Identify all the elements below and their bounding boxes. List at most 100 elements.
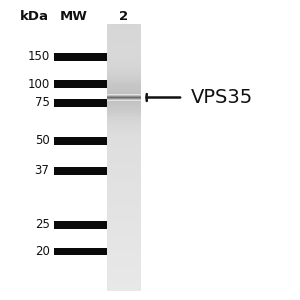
Bar [106,218,141,220]
Bar [106,62,141,64]
Bar [106,80,141,82]
Bar [106,133,141,135]
Bar [106,262,141,264]
Bar [106,60,141,62]
Bar [54,167,106,175]
Bar [106,49,141,51]
Bar [54,80,106,88]
Text: 20: 20 [34,245,50,258]
Bar [106,106,141,109]
Bar [106,93,141,95]
Bar [106,191,141,193]
Bar [106,109,141,111]
Bar [106,264,141,266]
Bar [106,146,141,148]
Text: 2: 2 [119,10,128,22]
Text: 150: 150 [27,50,50,64]
Bar [106,178,141,180]
Bar [106,28,141,31]
Bar [106,144,141,146]
Bar [106,57,141,60]
Text: VPS35: VPS35 [190,88,253,107]
Bar [106,258,141,260]
Bar [106,240,141,242]
Bar [54,53,106,61]
Bar [106,251,141,253]
Bar [106,160,141,162]
Bar [106,286,141,289]
Bar [106,200,141,202]
Bar [106,164,141,167]
Bar [106,126,141,129]
Bar [106,129,141,131]
Bar [106,86,141,88]
Bar [106,213,141,215]
Bar [106,229,141,231]
Bar [106,280,141,282]
Bar [106,142,141,144]
Bar [106,233,141,236]
Bar [106,151,141,153]
Bar [106,284,141,286]
Bar [106,100,141,102]
Bar [106,26,141,28]
Bar [106,226,141,229]
Bar [106,202,141,204]
Text: 25: 25 [34,218,50,232]
Bar [54,221,106,229]
Bar [106,193,141,195]
Bar [106,249,141,251]
Bar [106,98,141,100]
Bar [106,184,141,186]
Bar [106,211,141,213]
Bar [106,122,141,124]
Bar [106,98,141,100]
Bar [106,155,141,158]
Bar [106,186,141,189]
Bar [106,124,141,126]
Bar [106,182,141,184]
Bar [106,109,141,111]
Bar [106,88,141,91]
Bar [106,75,141,77]
Bar [106,68,141,71]
Bar [106,40,141,42]
Bar [106,117,141,120]
Bar [106,122,141,124]
Bar [106,282,141,284]
Bar [106,209,141,211]
Bar [106,129,141,131]
Bar [106,102,141,104]
Bar [106,100,141,102]
Bar [106,35,141,37]
Bar [106,64,141,66]
Bar [106,224,141,226]
Bar [54,137,106,145]
Bar [106,204,141,206]
Bar [106,66,141,68]
Bar [106,82,141,84]
Bar [106,180,141,182]
Bar [106,260,141,262]
Bar [106,148,141,151]
Bar [106,64,141,66]
Bar [106,175,141,178]
Bar [106,131,141,133]
Bar [106,60,141,62]
Bar [106,84,141,86]
Bar [106,71,141,73]
Bar [106,173,141,175]
Bar [106,271,141,273]
Bar [106,135,141,137]
Bar [106,140,141,142]
Bar [106,71,141,73]
Bar [106,273,141,275]
Bar [106,95,141,98]
Bar [106,38,141,40]
Bar [106,75,141,77]
Bar [106,275,141,278]
Bar [106,158,141,160]
Bar [106,106,141,109]
Bar [106,77,141,80]
Bar [106,102,141,104]
